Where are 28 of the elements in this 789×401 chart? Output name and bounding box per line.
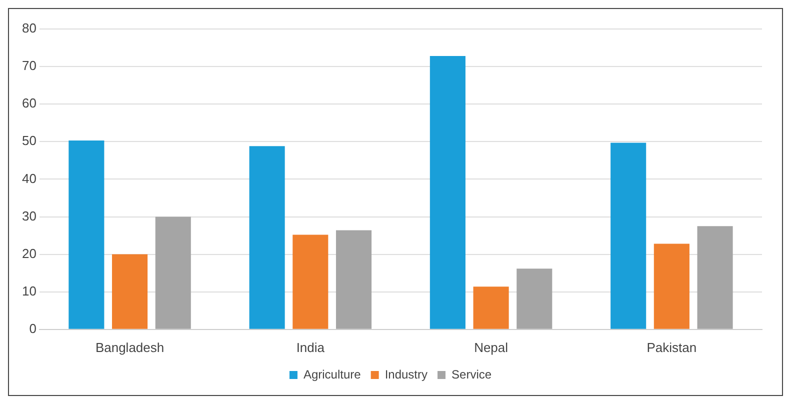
y-tick-label: 20 — [22, 246, 36, 261]
bar — [68, 140, 104, 329]
x-tick-label: Nepal — [474, 340, 508, 355]
bar — [610, 142, 646, 329]
x-tick-label: Bangladesh — [95, 340, 164, 355]
bar — [292, 234, 328, 329]
bar — [249, 146, 285, 329]
legend-label: Service — [452, 367, 492, 382]
bar — [516, 268, 552, 329]
bar — [697, 226, 733, 329]
y-tick-label: 0 — [29, 320, 36, 336]
bar — [336, 230, 372, 329]
legend-label: Agriculture — [303, 367, 362, 382]
bar — [654, 244, 690, 329]
y-tick-label: 50 — [22, 133, 36, 148]
x-tick-label: India — [296, 340, 326, 355]
y-tick-label: 10 — [22, 283, 36, 298]
y-tick-label: 60 — [22, 96, 36, 111]
y-tick-label: 30 — [22, 208, 36, 224]
bar — [430, 56, 466, 329]
y-tick-label: 80 — [22, 20, 36, 36]
x-tick-label: Pakistan — [646, 340, 697, 355]
bar — [112, 254, 148, 329]
bar — [155, 216, 191, 329]
legend-label: Industry — [384, 367, 428, 382]
y-tick-label: 40 — [22, 170, 36, 186]
y-tick-label: 70 — [22, 58, 36, 74]
bar — [473, 286, 509, 329]
